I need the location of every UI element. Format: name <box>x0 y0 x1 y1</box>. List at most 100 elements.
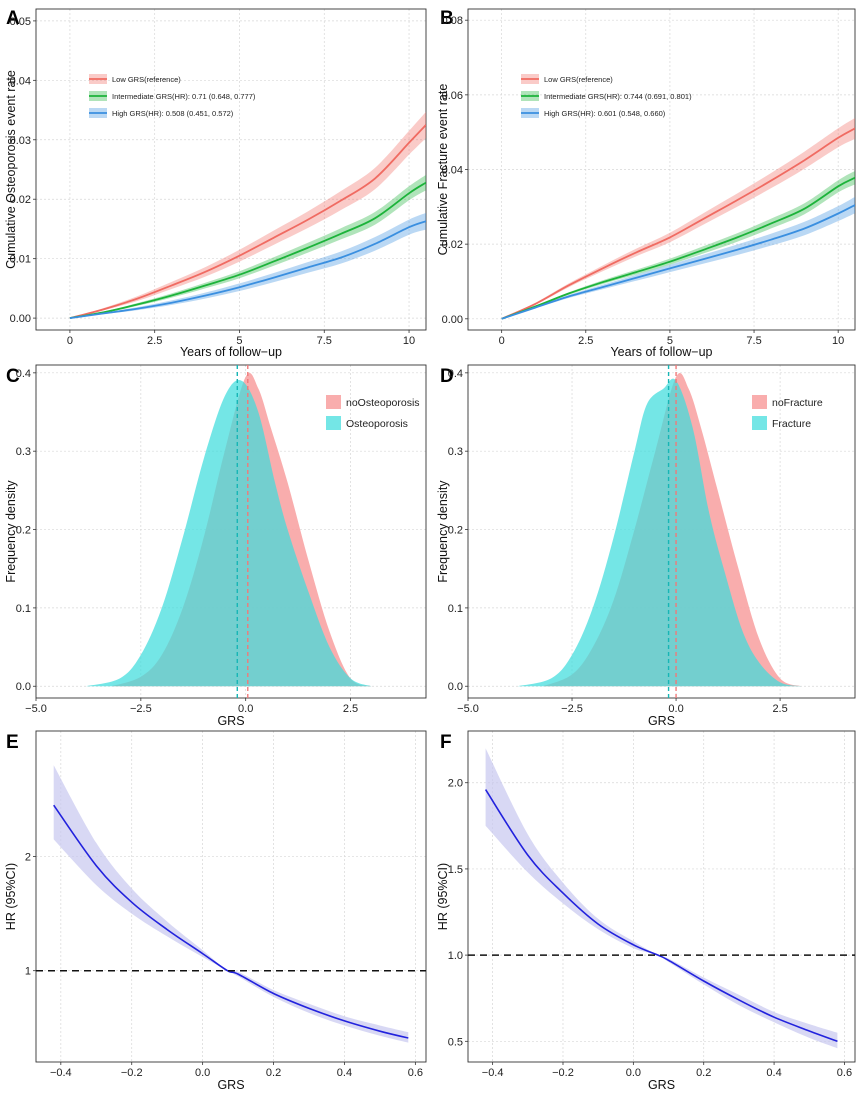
panel-letter: C <box>6 366 20 387</box>
y-tick-label: 0.00 <box>10 313 31 325</box>
ci-band <box>501 118 855 319</box>
plot-frame <box>35 730 427 1063</box>
y-tick-label: 1 <box>25 966 31 978</box>
y-tick-label: 2 <box>25 852 31 864</box>
x-tick-label: 5 <box>236 335 242 347</box>
legend-label: Low GRS(reference) <box>112 75 181 84</box>
y-tick-label: 0.05 <box>10 16 31 28</box>
x-tick-label: 2.5 <box>147 335 162 347</box>
x-tick-label: 0.6 <box>837 1067 852 1079</box>
panel-d: D −5.0 −2.5 0.0 2.5 0.0 0.1 0.2 0.3 0.4 GRS Frequen… <box>436 364 856 728</box>
y-axis-label: Frequency density <box>4 480 18 583</box>
y-tick-label: 0.2 <box>448 525 463 537</box>
y-tick-label: 0.1 <box>448 603 463 615</box>
legend-key <box>752 395 767 409</box>
x-tick-label: −2.5 <box>130 703 152 715</box>
x-tick-label: 2.5 <box>772 703 787 715</box>
legend-label: Osteoporosis <box>346 418 408 430</box>
y-axis-label: Cumulative Osteoporosis event rate <box>4 70 18 269</box>
legend-label: High GRS(HR): 0.508 (0.451, 0.572) <box>112 109 234 118</box>
x-tick-label: 7.5 <box>746 335 761 347</box>
legend-label: noFracture <box>772 397 823 409</box>
x-tick-label: −5.0 <box>25 703 47 715</box>
x-tick-label: 0.4 <box>337 1067 352 1079</box>
x-axis-label: GRS <box>648 714 675 728</box>
y-tick-label: 0.4 <box>16 368 31 380</box>
y-tick-label: 0.04 <box>10 75 31 87</box>
x-tick-label: 0 <box>67 335 73 347</box>
legend-label: Low GRS(reference) <box>544 75 613 84</box>
y-tick-label: 0.5 <box>448 1036 463 1048</box>
ci-band <box>501 171 855 319</box>
panel-e: E −0.4 −0.2 0.0 0.2 0.4 0.6 1 2 GRS HR (95%CI) <box>4 730 427 1092</box>
y-tick-label: 0.02 <box>442 239 463 251</box>
y-axis-label: HR (95%CI) <box>4 863 18 930</box>
series-line <box>501 204 855 320</box>
panel-letter: E <box>6 732 19 753</box>
legend-key <box>326 395 341 409</box>
x-tick-label: 5 <box>667 335 673 347</box>
y-axis-label: Frequency density <box>436 480 450 583</box>
x-axis-label: GRS <box>217 1078 244 1092</box>
y-tick-label: 0.3 <box>448 446 463 458</box>
x-axis-label: Years of follow−up <box>180 345 282 359</box>
y-tick-label: 1.5 <box>448 864 463 876</box>
x-tick-label: 0 <box>499 335 505 347</box>
x-tick-label: 7.5 <box>317 335 332 347</box>
x-axis-label: GRS <box>648 1078 675 1092</box>
plot-frame <box>35 364 427 699</box>
x-tick-label: −0.2 <box>552 1067 574 1079</box>
hr-ci-band <box>53 765 409 1043</box>
x-tick-label: 2.5 <box>578 335 593 347</box>
plot-frame <box>35 8 427 331</box>
y-tick-label: 0.4 <box>448 368 463 380</box>
hr-line <box>53 804 409 1039</box>
panel-letter: D <box>440 366 454 387</box>
x-tick-label: −0.2 <box>121 1067 143 1079</box>
plot-frame <box>467 730 856 1063</box>
y-tick-label: 0.3 <box>16 446 31 458</box>
x-axis-label: GRS <box>217 714 244 728</box>
legend-label: Intermediate GRS(HR): 0.71 (0.648, 0.777… <box>112 92 256 101</box>
y-tick-label: 0.03 <box>10 135 31 147</box>
x-tick-label: 0.4 <box>766 1067 781 1079</box>
panel-a: A 0 2.5 5 7.5 10 0.00 0.01 0.02 0.03 0.04 0.05 Years… <box>4 8 427 359</box>
legend-label: noOsteoporosis <box>346 397 420 409</box>
panel-letter: B <box>440 8 454 29</box>
y-tick-label: 0.2 <box>16 525 31 537</box>
x-axis-label: Years of follow−up <box>610 345 712 359</box>
y-tick-label: 0.01 <box>10 254 31 266</box>
y-tick-label: 0.08 <box>442 15 463 27</box>
legend-label: High GRS(HR): 0.601 (0.548, 0.660) <box>544 109 666 118</box>
hr-ci-band <box>485 748 838 1049</box>
x-tick-label: −0.4 <box>482 1067 504 1079</box>
y-tick-label: 0.1 <box>16 603 31 615</box>
x-tick-label: 0.0 <box>668 703 683 715</box>
x-tick-label: 10 <box>403 335 415 347</box>
y-tick-label: 2.0 <box>448 778 463 790</box>
legend-label: Fracture <box>772 418 811 430</box>
y-tick-label: 0.02 <box>10 194 31 206</box>
hr-line <box>484 789 838 1043</box>
x-tick-label: 0.0 <box>195 1067 210 1079</box>
x-tick-label: 0.2 <box>266 1067 281 1079</box>
y-tick-label: 0.0 <box>16 681 31 693</box>
curve-layer <box>69 111 426 319</box>
panel-b: B 0 2.5 5 7.5 10 0.00 0.02 0.04 0.06 0.08 Years of … <box>436 8 856 359</box>
x-tick-label: −0.4 <box>50 1067 72 1079</box>
y-axis-label: Cumulative Fracture event rate <box>436 84 450 256</box>
y-tick-label: 0.04 <box>442 165 463 177</box>
curve-layer <box>501 118 855 320</box>
y-tick-label: 0.06 <box>442 90 463 102</box>
series-line <box>501 127 855 320</box>
x-tick-label: −5.0 <box>457 703 479 715</box>
y-tick-label: 0.0 <box>448 681 463 693</box>
panel-c: C −5.0 −2.5 0.0 2.5 0.0 0.1 0.2 0.3 0.4 GRS Frequen… <box>4 364 427 728</box>
legend-key <box>752 416 767 430</box>
panel-letter: F <box>440 732 452 753</box>
x-tick-label: −2.5 <box>561 703 583 715</box>
legend-label: Intermediate GRS(HR): 0.744 (0.691, 0.80… <box>544 92 692 101</box>
y-tick-label: 1.0 <box>448 950 463 962</box>
density-area <box>86 380 372 687</box>
